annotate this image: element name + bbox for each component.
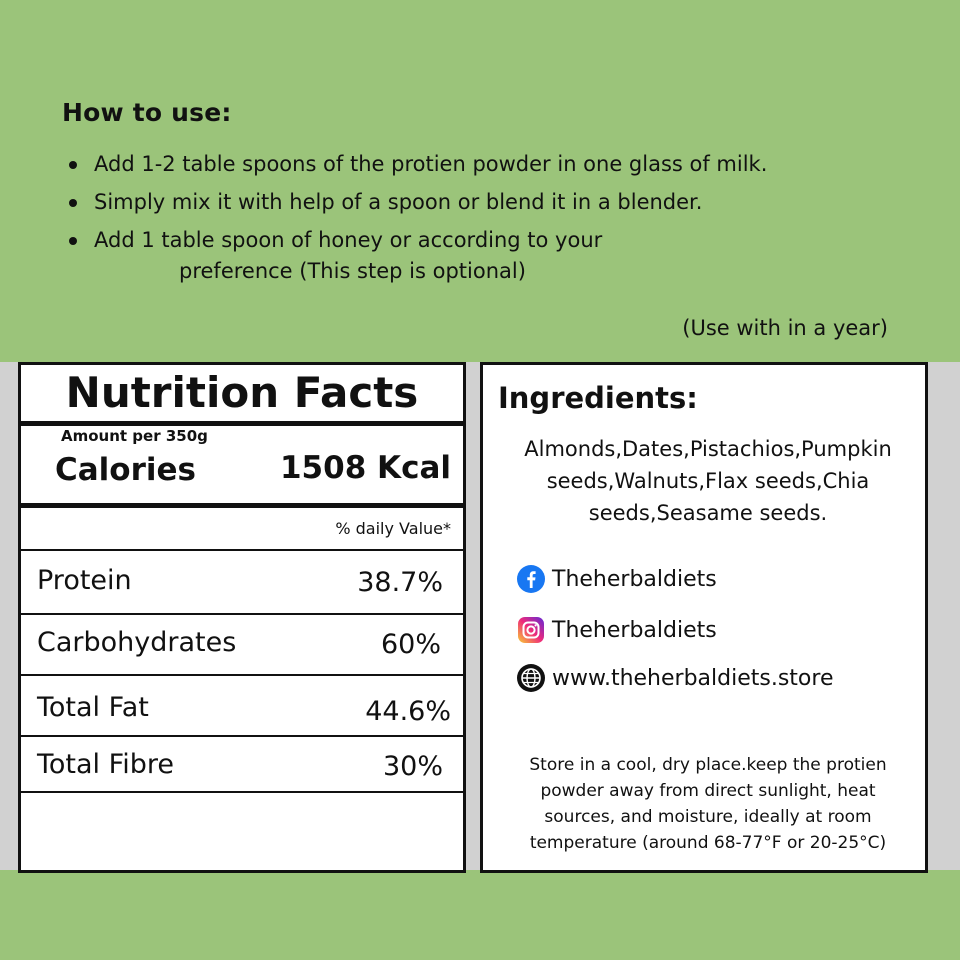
- website-link[interactable]: www.theherbaldiets.store: [516, 663, 833, 693]
- nutrition-facts-panel: Nutrition Facts Amount per 350g Calories…: [18, 362, 466, 873]
- calories-value: 1508 Kcal: [279, 450, 451, 486]
- nutrient-label: Protein: [37, 565, 132, 596]
- nutrient-value: 60%: [380, 629, 441, 660]
- nutrient-value: 38.7%: [357, 567, 443, 598]
- globe-icon: [517, 664, 545, 692]
- facebook-handle: Theherbaldiets: [552, 566, 717, 592]
- how-to-use-heading: How to use:: [62, 98, 232, 127]
- nutrient-label: Total Fat: [37, 692, 149, 723]
- nutrient-row-total-fibre: Total Fibre 30%: [21, 737, 463, 793]
- list-item: Add 1-2 table spoons of the protien powd…: [62, 149, 922, 180]
- nutrient-row-carbohydrates: Carbohydrates 60%: [21, 615, 463, 676]
- nutrient-label: Carbohydrates: [37, 627, 237, 658]
- steps-list: Add 1-2 table spoons of the protien powd…: [62, 149, 922, 287]
- nutrient-value: 30%: [382, 751, 443, 782]
- website-url: www.theherbaldiets.store: [552, 665, 834, 691]
- list-item: Simply mix it with help of a spoon or bl…: [62, 187, 922, 218]
- ingredients-list: Almonds,Dates,Pistachios,Pumpkin seeds,W…: [524, 437, 892, 525]
- nutrient-label: Total Fibre: [37, 749, 174, 780]
- bullet-icon: [69, 199, 77, 207]
- ingredients-heading: Ingredients:: [498, 381, 698, 415]
- calories-block: Amount per 350g Calories 1508 Kcal: [21, 426, 463, 508]
- ingredients-panel: Ingredients: Almonds,Dates,Pistachios,Pu…: [480, 362, 928, 873]
- nutrient-row-protein: Protein 38.7%: [21, 551, 463, 615]
- serving-amount: Amount per 350g: [61, 427, 208, 445]
- storage-instructions: Store in a cool, dry place.keep the prot…: [529, 755, 887, 853]
- facebook-link[interactable]: Theherbaldiets: [516, 564, 717, 594]
- use-within-note: (Use with in a year): [682, 316, 888, 340]
- nutrient-row-total-fat: Total Fat 44.6%: [21, 676, 463, 737]
- list-item: Add 1 table spoon of honey or according …: [62, 225, 922, 287]
- daily-value-header: % daily Value*: [21, 508, 463, 551]
- instagram-link[interactable]: Theherbaldiets: [516, 615, 717, 645]
- nutrient-value: 44.6%: [365, 696, 451, 727]
- bullet-icon: [69, 161, 77, 169]
- instagram-handle: Theherbaldiets: [552, 617, 717, 643]
- facebook-icon: [517, 565, 545, 593]
- how-to-use-section: How to use: Add 1-2 table spoons of the …: [62, 98, 922, 294]
- bullet-icon: [69, 237, 77, 245]
- calories-label: Calories: [55, 452, 196, 488]
- instagram-icon: [518, 617, 544, 643]
- nutrition-title: Nutrition Facts: [21, 365, 463, 426]
